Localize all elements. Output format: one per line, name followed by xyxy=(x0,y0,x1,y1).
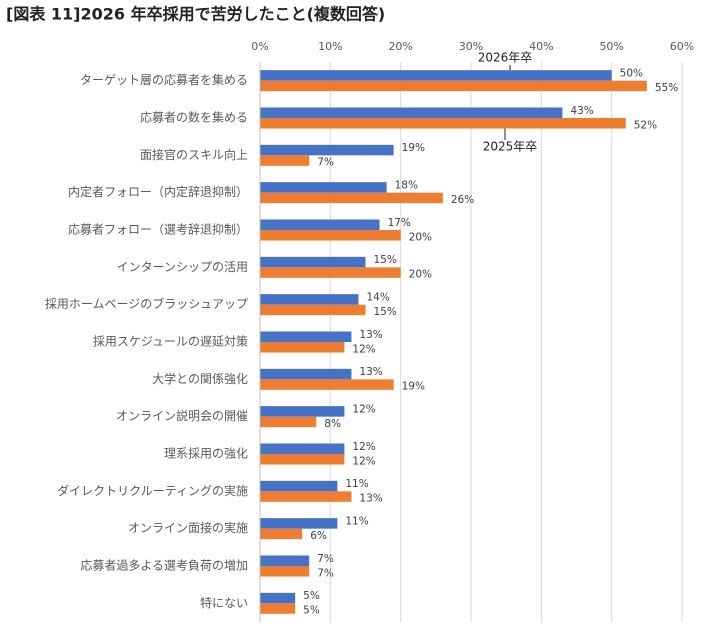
value-label: 7% xyxy=(317,553,334,565)
y-tick-label: インターンシップの活用 xyxy=(117,260,248,274)
value-label: 5% xyxy=(303,605,320,617)
bar xyxy=(260,256,366,268)
value-label: 17% xyxy=(388,217,411,229)
value-label: 11% xyxy=(345,478,368,490)
bar xyxy=(260,219,380,230)
value-label: 11% xyxy=(345,515,368,527)
value-label: 55% xyxy=(655,82,678,94)
bar xyxy=(260,107,563,118)
value-label: 50% xyxy=(620,67,643,79)
value-label: 12% xyxy=(352,441,375,453)
value-label: 13% xyxy=(359,493,382,505)
bar xyxy=(260,566,310,577)
series-callout: 2026年卒 xyxy=(478,51,533,65)
value-label: 18% xyxy=(395,179,418,191)
value-label: 19% xyxy=(402,381,425,393)
bar xyxy=(260,230,401,241)
value-label: 6% xyxy=(310,530,327,542)
value-label: 12% xyxy=(352,455,375,467)
x-tick-label: 50% xyxy=(599,40,623,53)
bar xyxy=(260,70,612,81)
value-label: 19% xyxy=(402,142,425,154)
y-tick-label: 採用スケジュールの遅延対策 xyxy=(93,335,248,349)
bar xyxy=(260,331,352,342)
value-label: 13% xyxy=(359,366,382,378)
bar xyxy=(260,368,352,380)
chart-title: [図表 11]2026 年卒採用で苦労したこと(複数回答) xyxy=(6,5,385,24)
x-tick-label: 30% xyxy=(459,40,483,53)
y-tick-label: 応募者過多よる選考負荷の増加 xyxy=(80,559,248,573)
bar xyxy=(260,304,366,316)
value-label: 15% xyxy=(374,254,397,266)
y-tick-label: オンライン説明会の開催 xyxy=(116,408,248,423)
value-label: 43% xyxy=(570,105,593,117)
value-label: 8% xyxy=(324,418,341,430)
y-tick-label: ターゲット層の応募者を集める xyxy=(80,72,248,87)
bar xyxy=(260,416,317,428)
bar xyxy=(260,118,626,129)
bar xyxy=(260,294,359,305)
bar xyxy=(260,342,345,353)
value-label: 7% xyxy=(317,157,334,169)
bar xyxy=(260,454,345,465)
value-label: 12% xyxy=(352,403,375,415)
value-label: 20% xyxy=(409,231,432,243)
bar xyxy=(260,518,338,529)
y-tick-label: 応募者の数を集める xyxy=(140,110,248,125)
value-label: 15% xyxy=(374,306,397,318)
y-tick-label: 特にない xyxy=(200,595,248,610)
bar xyxy=(260,443,345,454)
bar xyxy=(260,480,338,492)
y-tick-label: 大学との関係強化 xyxy=(152,371,248,386)
y-tick-label: 面接官のスキル向上 xyxy=(140,147,248,162)
bar xyxy=(260,155,310,166)
value-label: 26% xyxy=(451,194,474,206)
bar xyxy=(260,491,352,502)
bar xyxy=(260,379,394,390)
value-label: 20% xyxy=(409,269,432,281)
y-tick-label: 内定者フォロー（内定辞退抑制） xyxy=(68,184,248,199)
y-tick-label: オンライン面接の実施 xyxy=(128,520,248,535)
bar xyxy=(260,555,310,566)
x-tick-label: 20% xyxy=(388,40,412,53)
series-callout: 2025年卒 xyxy=(483,140,538,154)
bar xyxy=(260,182,387,193)
y-tick-label: 応募者フォロー（選考辞退抑制） xyxy=(68,222,248,237)
bar xyxy=(260,80,647,92)
bar xyxy=(260,592,296,604)
bar xyxy=(260,603,296,614)
bar xyxy=(260,528,303,540)
bar xyxy=(260,406,345,417)
y-tick-label: 理系採用の強化 xyxy=(164,447,248,461)
value-label: 13% xyxy=(359,329,382,341)
x-tick-label: 0% xyxy=(251,40,268,53)
value-label: 14% xyxy=(366,291,389,303)
bar xyxy=(260,192,443,204)
x-tick-label: 40% xyxy=(529,40,553,53)
value-label: 52% xyxy=(634,119,657,131)
value-label: 12% xyxy=(352,343,375,355)
x-tick-label: 60% xyxy=(670,40,694,53)
y-tick-label: 採用ホームページのブラッシュアップ xyxy=(45,296,248,311)
y-tick-label: ダイレクトリクルーティングの実施 xyxy=(57,483,248,498)
value-label: 7% xyxy=(317,567,334,579)
value-label: 5% xyxy=(303,590,320,602)
bar xyxy=(260,144,394,156)
bar xyxy=(260,267,401,278)
x-tick-label: 10% xyxy=(318,40,342,53)
